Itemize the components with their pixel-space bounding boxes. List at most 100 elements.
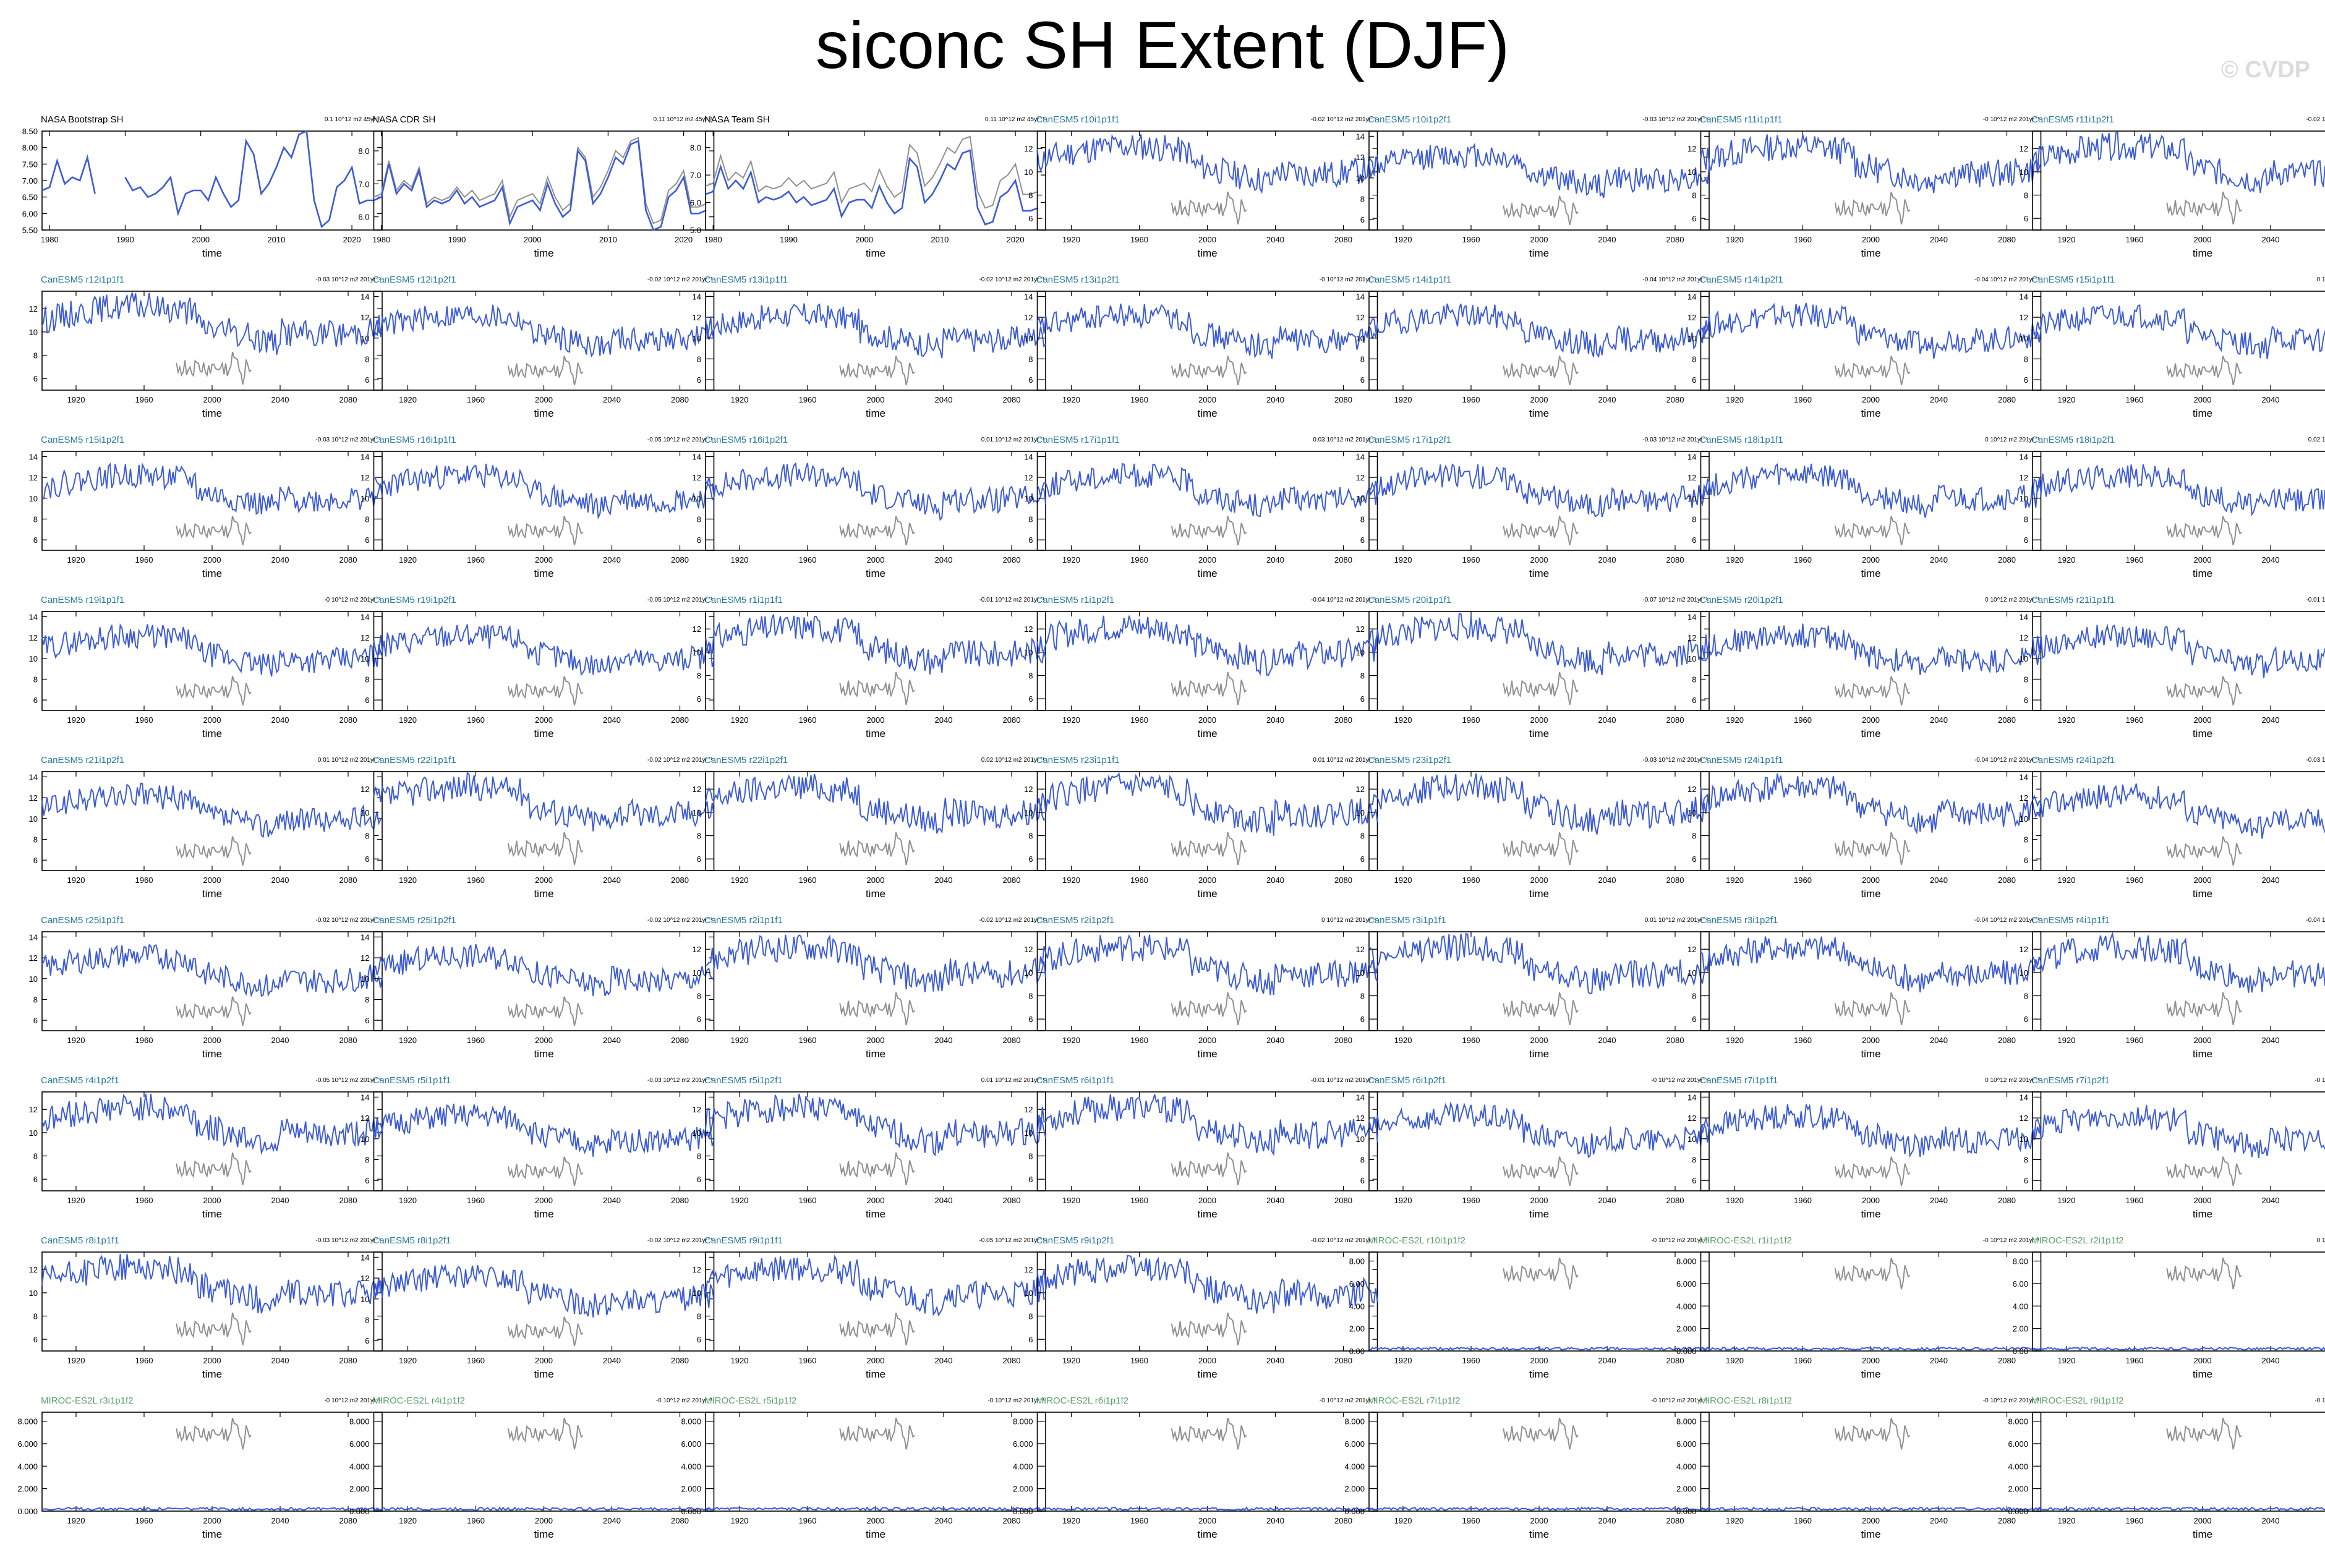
x-tick-label: 1960 [135,876,153,885]
y-tick-label: 10 [693,808,701,817]
y-tick-label: 8 [1692,675,1696,684]
reference-line [507,676,584,706]
x-tick-label: 1960 [2126,715,2144,725]
x-tick-label: 1920 [2058,1516,2076,1525]
y-tick-label: 10 [2020,1135,2028,1144]
y-tick-label: 10 [1024,334,1033,343]
x-tick-label: 2080 [1003,1516,1021,1525]
series-line [2032,304,2325,359]
y-tick-label: 6 [365,375,369,385]
x-tick-label: 2040 [1266,876,1284,885]
reference-line [1503,516,1579,546]
x-tick-label: 2040 [1266,1036,1284,1045]
y-tick-label: 12 [1687,473,1696,482]
series-line [705,1506,1046,1512]
plot-frame [705,931,1046,1031]
y-tick-label: 10 [1687,808,1696,817]
series-line [1037,934,1378,995]
y-tick-label: 6 [1028,854,1033,864]
x-axis-label: time [2193,1528,2212,1540]
y-tick-label: 14 [1356,292,1365,301]
x-tick-label: 1960 [799,876,817,885]
x-tick-label: 2040 [2262,555,2280,565]
panel-trend: -0.03 10^12 m2 201yr⁻¹ [1642,437,1708,443]
y-tick-label: 2.000 [17,1485,38,1494]
panel-title: NASA CDR SH [373,114,436,125]
x-tick-label: 2000 [867,876,885,885]
reference-line [2166,836,2242,866]
series-line [705,303,1046,359]
y-tick-label: 10 [693,1128,701,1138]
x-tick-label: 1920 [1394,1196,1412,1205]
y-tick-label: 6 [1028,1335,1033,1344]
x-tick-label: 2040 [1598,715,1616,725]
panel-canesm5-r1i1p2f1: CanESM5 r1i1p2f1 -0.04 10^12 m2 201yr⁻¹ 6 8… [1024,595,1378,739]
x-tick-label: 2000 [1198,1196,1216,1205]
x-axis-label: time [202,1368,222,1380]
y-tick-label: 10 [1024,968,1033,978]
y-tick-label: 0.000 [1676,1507,1697,1516]
panel-trend: -0.02 10^12 m2 201yr⁻¹ [2306,116,2325,123]
plot-frame [705,130,1046,231]
panel-canesm5-r22i1p1f1: CanESM5 r22i1p1f1 -0.02 10^12 m2 201yr⁻¹ 6… [360,755,715,900]
y-tick-label: 2.000 [1013,1485,1033,1494]
x-axis-label: time [1529,247,1549,259]
panel-title: CanESM5 r18i1p1f1 [1700,435,1783,445]
y-tick-label: 6 [33,1016,38,1025]
plot-frame [373,1412,715,1512]
series-line [1368,463,1710,518]
series-line [1036,462,1378,517]
x-tick-label: 2040 [1930,395,1948,404]
y-tick-label: 8.50 [22,127,38,136]
reference-line [507,356,584,386]
y-tick-label: 0.000 [681,1507,701,1516]
x-tick-label: 2000 [535,1516,553,1525]
x-tick-label: 2000 [524,235,542,244]
x-tick-label: 2000 [203,1516,221,1525]
x-axis-label: time [534,888,553,900]
x-axis-label: time [1529,1048,1549,1060]
x-tick-label: 2080 [1666,715,1684,725]
y-tick-label: 10 [29,494,38,503]
y-tick-label: 8 [2024,835,2028,844]
series-line [1368,303,1710,358]
y-tick-label: 8.000 [17,1417,38,1426]
x-tick-label: 2000 [203,1356,221,1365]
x-tick-label: 1920 [1062,715,1080,725]
panel-miroc-es2l-r8i1p1f2: MIROC-ES2L r8i1p1f2 -0 10^12 m2 201yr⁻¹ 0.… [1676,1395,2042,1540]
y-tick-label: 6 [1028,375,1033,385]
plot-frame [1036,291,1378,391]
y-tick-label: 2.00 [1349,1324,1365,1334]
y-tick-label: 12 [1024,785,1033,794]
x-tick-label: 2040 [935,1516,953,1525]
reference-line [839,832,915,866]
series-line [1036,772,1378,836]
y-tick-label: 6.000 [2008,1439,2028,1449]
panel-title: CanESM5 r21i1p2f1 [41,755,124,765]
x-tick-label: 1960 [2126,395,2144,404]
panel-title: CanESM5 r7i1p1f1 [1700,1075,1778,1086]
x-tick-label: 1920 [731,395,749,404]
reference-line [2166,992,2242,1026]
x-tick-label: 2040 [1930,235,1948,244]
panel-title: CanESM5 r2i1p2f1 [1036,915,1115,926]
y-tick-label: 12 [1687,785,1696,794]
x-tick-label: 1960 [1130,1036,1148,1045]
reference-line [1834,992,1911,1026]
x-tick-label: 1920 [1394,235,1412,244]
y-tick-label: 8 [1028,832,1033,841]
x-axis-label: time [1197,407,1217,419]
x-axis-label: time [2193,1208,2212,1220]
x-tick-label: 2000 [1530,235,1548,244]
y-tick-label: 10 [693,494,701,503]
x-tick-label: 2080 [1334,1356,1352,1365]
x-axis-label: time [2193,247,2212,259]
x-tick-label: 2000 [867,1356,885,1365]
y-tick-label: 14 [29,932,38,942]
x-tick-label: 1960 [1794,1036,1812,1045]
y-tick-label: 8 [33,675,38,684]
x-tick-label: 2000 [1530,1196,1548,1205]
y-tick-label: 5.0 [690,226,701,235]
watermark: © CVDP [2220,57,2310,83]
panel-title: CanESM5 r10i1p1f1 [1036,114,1120,125]
